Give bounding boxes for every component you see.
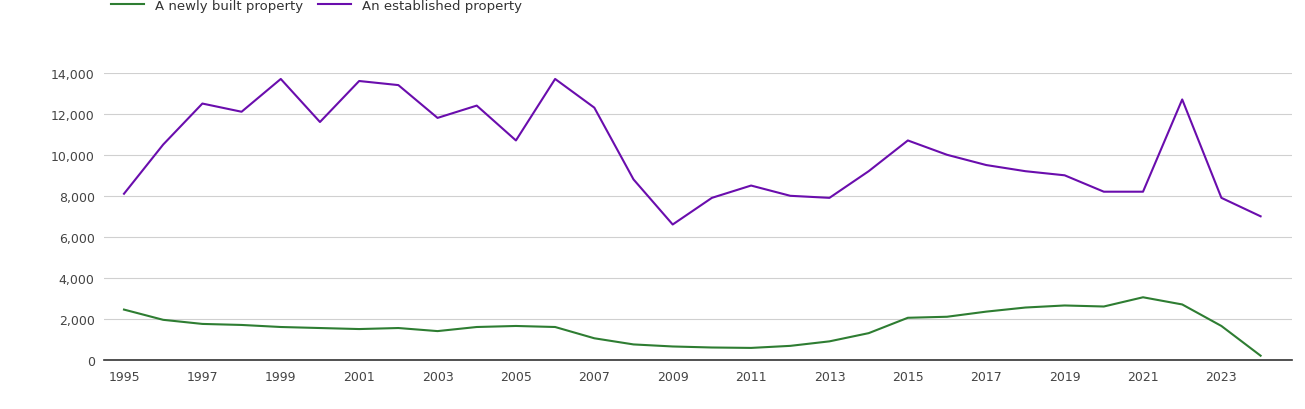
A newly built property [979,309,994,314]
An established property [273,77,288,82]
A newly built property [508,324,523,329]
An established property [822,196,838,201]
A newly built property [1214,324,1229,329]
An established property [625,178,641,182]
A newly built property [1253,353,1268,358]
An established property [664,222,680,227]
A newly built property [194,321,210,326]
An established property [979,163,994,168]
A newly built property [351,327,367,332]
An established property [351,79,367,84]
An established property [429,116,445,121]
A newly built property [940,315,955,319]
An established property [586,106,602,111]
An established property [1096,190,1112,195]
A newly built property [822,339,838,344]
An established property [783,194,799,199]
An established property [468,104,484,109]
A newly built property [1018,305,1034,310]
An established property [940,153,955,158]
An established property [1057,173,1073,178]
Line: An established property: An established property [124,80,1261,225]
Legend: A newly built property, An established property: A newly built property, An established p… [111,0,522,13]
An established property [194,102,210,107]
A newly built property [390,326,406,330]
A newly built property [1096,304,1112,309]
A newly built property [586,336,602,341]
An established property [547,77,562,82]
A newly built property [1057,303,1073,308]
Line: A newly built property: A newly built property [124,298,1261,356]
A newly built property [664,344,680,349]
A newly built property [547,325,562,330]
A newly built property [155,317,171,322]
A newly built property [234,323,249,328]
An established property [1174,98,1190,103]
A newly built property [744,346,760,351]
A newly built property [783,344,799,348]
A newly built property [116,308,132,312]
An established property [705,196,720,201]
A newly built property [1135,295,1151,300]
An established property [1253,214,1268,219]
A newly built property [273,325,288,330]
A newly built property [625,342,641,347]
An established property [390,83,406,88]
An established property [744,184,760,189]
A newly built property [900,316,916,321]
An established property [234,110,249,115]
A newly built property [705,345,720,350]
An established property [900,139,916,144]
A newly built property [1174,302,1190,307]
An established property [508,139,523,144]
A newly built property [312,326,328,330]
An established property [155,143,171,148]
An established property [1135,190,1151,195]
A newly built property [861,331,877,336]
An established property [1214,196,1229,201]
A newly built property [429,329,445,334]
A newly built property [468,325,484,330]
An established property [1018,169,1034,174]
An established property [116,192,132,197]
An established property [861,169,877,174]
An established property [312,120,328,125]
